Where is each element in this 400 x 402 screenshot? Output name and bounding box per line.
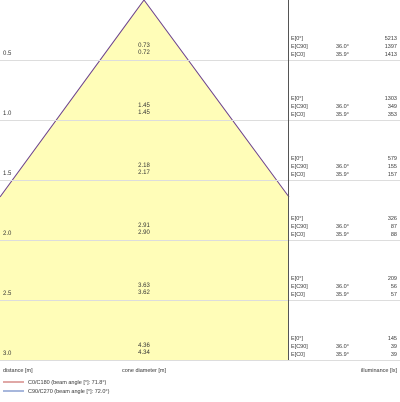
beam-angle-value: 35.9° (336, 232, 349, 238)
illuminance-label: E[C0] (291, 232, 305, 238)
beam-angle-value: 36.0° (336, 344, 349, 350)
beam-angle-value: 35.9° (336, 52, 349, 58)
beam-angle-value: 36.0° (336, 224, 349, 230)
distance-label: 3.0 (3, 351, 12, 357)
cone-diameter-c90: 1.45 (138, 110, 150, 116)
illuminance-label: E[0°] (291, 276, 303, 282)
illuminance-label: E[C0] (291, 292, 305, 298)
illuminance-label: E[0°] (291, 36, 303, 42)
cone-diameter-c0: 4.36 (138, 343, 150, 349)
illuminance-label: E[C90] (291, 164, 308, 170)
illuminance-value: 1397 (385, 44, 397, 50)
illuminance-value: 579 (388, 156, 397, 162)
cone-diameter-c90: 2.17 (138, 170, 150, 176)
cone-diameter-c90: 3.62 (138, 290, 150, 296)
cone-diameter-header: cone diameter [m] (122, 368, 166, 374)
cone-edge-left (0, 0, 145, 198)
cone-diameter-c0: 0.73 (138, 43, 150, 49)
cone-diameter-c90: 0.72 (138, 50, 150, 56)
illuminance-label: E[C90] (291, 44, 308, 50)
beam-angle-value: 35.9° (336, 292, 349, 298)
cone-edge-right (143, 0, 290, 198)
distance-header: distance [m] (3, 368, 33, 374)
beam-angle-value: 35.9° (336, 172, 349, 178)
illuminance-value: 145 (388, 336, 397, 342)
illuminance-label: E[C90] (291, 344, 308, 350)
beam-angle-value: 36.0° (336, 44, 349, 50)
illuminance-value: 5213 (385, 36, 397, 42)
illuminance-label: E[C0] (291, 52, 305, 58)
illuminance-value: 353 (388, 112, 397, 118)
distance-label: 1.0 (3, 111, 12, 117)
legend-label: C90/C270 (beam angle [°]: 72.0°) (28, 389, 110, 395)
illuminance-value: 1303 (385, 96, 397, 102)
illuminance-label: E[0°] (291, 336, 303, 342)
illuminance-value: 57 (391, 292, 397, 298)
illuminance-value: 326 (388, 216, 397, 222)
illuminance-value: 1413 (385, 52, 397, 58)
cone-diameter-c90: 4.34 (138, 350, 150, 356)
illuminance-label: E[0°] (291, 216, 303, 222)
illuminance-label: E[C90] (291, 224, 308, 230)
cone-diameter-c0: 3.63 (138, 283, 150, 289)
illuminance-label: E[C90] (291, 104, 308, 110)
legend-label: C0/C180 (beam angle [°]: 71.8°) (28, 380, 107, 386)
illuminance-value: 349 (388, 104, 397, 110)
beam-angle-value: 36.0° (336, 164, 349, 170)
illuminance-value: 88 (391, 232, 397, 238)
distance-label: 2.0 (3, 231, 12, 237)
illuminance-value: 209 (388, 276, 397, 282)
illuminance-value: 157 (388, 172, 397, 178)
distance-label: 0.5 (3, 51, 12, 57)
distance-label: 1.5 (3, 171, 12, 177)
cone-diameter-c0: 1.45 (138, 103, 150, 109)
beam-angle-value: 35.9° (336, 352, 349, 358)
illuminance-label: E[0°] (291, 96, 303, 102)
illuminance-value: 39 (391, 344, 397, 350)
cone-diameter-c0: 2.91 (138, 223, 150, 229)
cone-diameter-c90: 2.90 (138, 230, 150, 236)
illuminance-value: 39 (391, 352, 397, 358)
beam-angle-value: 35.9° (336, 112, 349, 118)
illuminance-label: E[C90] (291, 284, 308, 290)
illuminance-header: illuminance [lx] (361, 368, 398, 374)
illuminance-label: E[0°] (291, 156, 303, 162)
beam-angle-value: 36.0° (336, 104, 349, 110)
cone-diameter-c0: 2.18 (138, 163, 150, 169)
beam-angle-value: 36.0° (336, 284, 349, 290)
illuminance-label: E[C0] (291, 352, 305, 358)
distance-label: 2.5 (3, 291, 12, 297)
illuminance-value: 56 (391, 284, 397, 290)
illuminance-label: E[C0] (291, 112, 305, 118)
illuminance-value: 155 (388, 164, 397, 170)
illuminance-label: E[C0] (291, 172, 305, 178)
illuminance-value: 87 (391, 224, 397, 230)
